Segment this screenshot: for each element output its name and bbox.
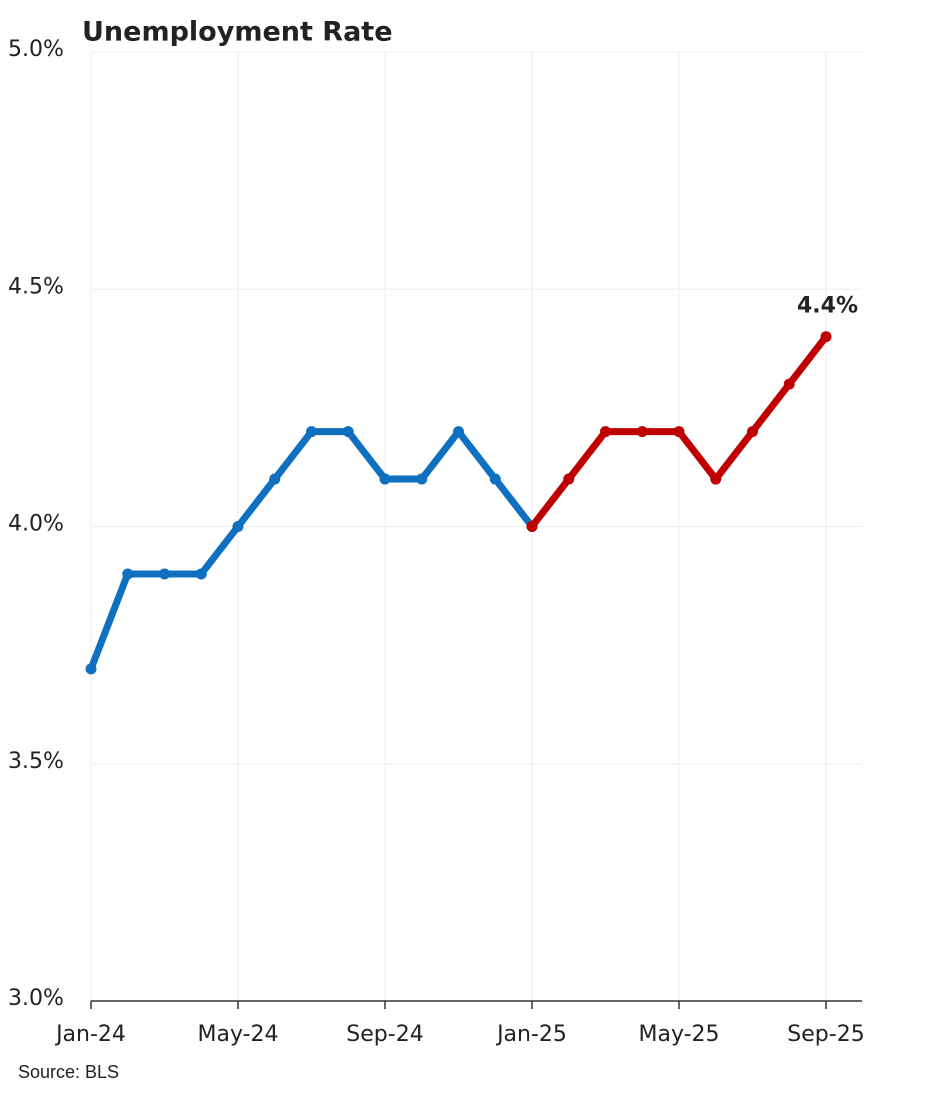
- series-line: [87, 428, 536, 673]
- x-tick-label: Jan-24: [54, 1022, 126, 1047]
- data-label: 4.4%: [797, 294, 858, 319]
- data-point: [342, 426, 354, 438]
- data-point: [453, 426, 464, 438]
- data-point: [489, 473, 501, 485]
- y-tick-label: 3.0%: [8, 986, 64, 1011]
- data-point: [232, 521, 244, 532]
- data-point: [159, 568, 170, 580]
- data-point: [747, 426, 758, 438]
- x-tick-label: Jan-25: [495, 1022, 567, 1047]
- y-tick-label: 3.5%: [8, 749, 64, 774]
- x-tick-label: Sep-24: [346, 1022, 423, 1047]
- data-point: [306, 426, 317, 438]
- data-point: [563, 473, 575, 485]
- data-point: [526, 521, 538, 532]
- y-tick-label: 4.0%: [8, 512, 64, 537]
- chart-title: Unemployment Rate: [82, 17, 393, 48]
- x-tick-label: May-24: [197, 1022, 278, 1047]
- x-tick-label: May-25: [638, 1022, 719, 1047]
- data-point: [600, 426, 611, 438]
- data-point: [673, 426, 685, 438]
- data-point: [710, 473, 722, 485]
- y-tick-label: 5.0%: [8, 37, 64, 62]
- data-point: [195, 568, 207, 580]
- data-point: [379, 473, 391, 485]
- source-note: Source: BLS: [18, 1062, 119, 1082]
- data-point: [783, 378, 795, 390]
- data-point: [85, 663, 97, 675]
- x-tick-label: Sep-25: [787, 1022, 864, 1047]
- data-point: [122, 568, 134, 580]
- y-tick-label: 4.5%: [8, 274, 64, 299]
- data-point: [820, 331, 832, 343]
- data-point: [416, 473, 428, 485]
- data-point: [636, 426, 648, 438]
- data-point: [269, 473, 281, 485]
